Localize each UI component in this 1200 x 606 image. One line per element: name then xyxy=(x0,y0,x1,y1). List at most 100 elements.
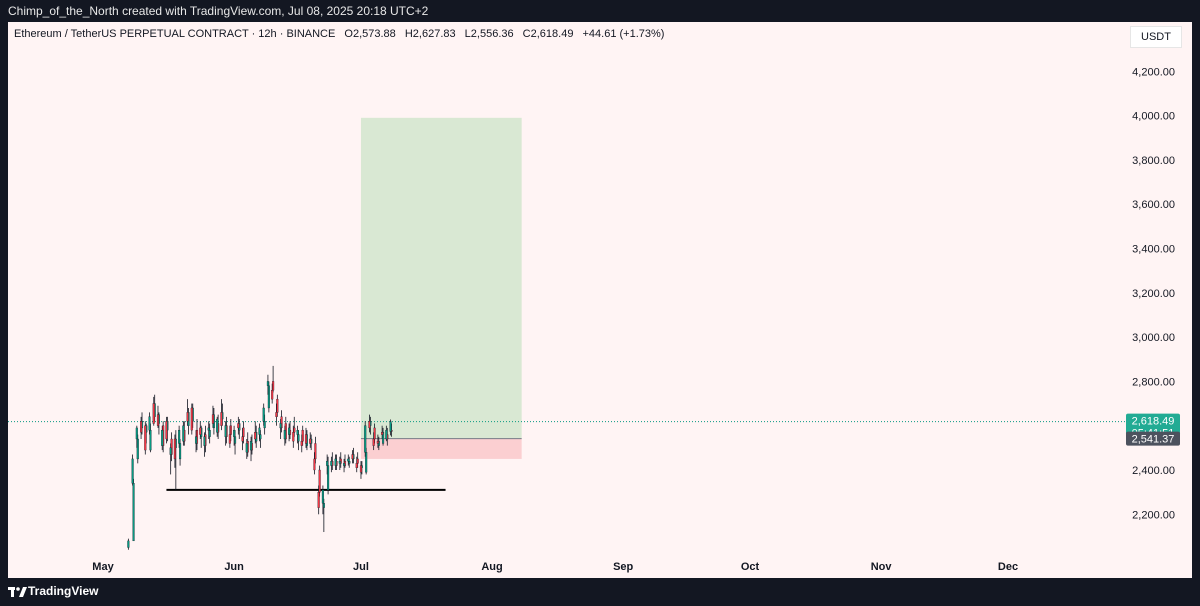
candle-down xyxy=(309,438,312,444)
y-tick-label: 2,200.00 xyxy=(1132,509,1175,521)
candle-down xyxy=(372,438,375,446)
y-tick-label: 3,600.00 xyxy=(1132,199,1175,211)
candle-down xyxy=(275,412,278,417)
candle-up xyxy=(364,425,367,453)
candle-up xyxy=(262,407,265,422)
candle-up xyxy=(135,427,138,440)
y-tick-label: 2,400.00 xyxy=(1132,465,1175,477)
candle-down xyxy=(144,425,147,451)
candle-down xyxy=(220,412,223,426)
candle-up xyxy=(296,429,299,435)
y-tick-label: 4,000.00 xyxy=(1132,111,1175,123)
y-tick-label: 2,800.00 xyxy=(1132,376,1175,388)
x-tick-label: Jul xyxy=(353,561,369,573)
price-chart[interactable]: 2,200.002,400.002,600.002,800.003,000.00… xyxy=(8,22,1192,578)
candle-up xyxy=(389,421,392,432)
candle-down xyxy=(381,432,384,435)
candle-up xyxy=(249,441,253,451)
candle-up xyxy=(207,427,210,431)
candle-down xyxy=(376,441,379,444)
y-tick-label: 3,400.00 xyxy=(1132,244,1175,256)
candle-up xyxy=(266,381,269,386)
candle-up xyxy=(347,458,350,462)
entry-price-label: 2,541.37 xyxy=(1132,434,1175,446)
ohlc-open: O2,573.88 xyxy=(344,28,396,40)
y-tick-label: 3,800.00 xyxy=(1132,155,1175,167)
candle-up xyxy=(288,427,291,435)
candle-up xyxy=(334,458,337,466)
candle-up xyxy=(127,540,130,548)
candle-down xyxy=(237,423,240,429)
candle-up xyxy=(169,447,172,455)
candle-up xyxy=(326,460,329,466)
candle-up xyxy=(283,429,286,440)
x-tick-label: Sep xyxy=(613,561,633,573)
candle-down xyxy=(152,403,155,424)
candle-down xyxy=(241,436,244,442)
candle-up xyxy=(131,458,134,484)
candle-up xyxy=(178,429,181,444)
symbol-legend: Ethereum / TetherUS PERPETUAL CONTRACT ·… xyxy=(14,28,670,40)
candle-down xyxy=(165,421,168,440)
candle-up xyxy=(148,416,151,431)
tradingview-logo-icon xyxy=(8,587,27,597)
symbol-name: Ethereum / TetherUS PERPETUAL CONTRACT ·… xyxy=(14,28,336,40)
candle-up xyxy=(321,489,324,504)
candle-up xyxy=(245,443,248,453)
candle-up xyxy=(194,436,198,444)
ohlc-close: C2,618.49 xyxy=(522,28,574,40)
candle-up xyxy=(161,429,164,446)
candle-up xyxy=(182,425,185,442)
candle-down xyxy=(313,458,316,471)
ohlc-change: +44.61 (+1.73%) xyxy=(582,28,665,40)
x-tick-label: Oct xyxy=(741,561,760,573)
x-tick-label: Jun xyxy=(224,561,244,573)
chart-panel[interactable]: 2,200.002,400.002,600.002,800.003,000.00… xyxy=(8,22,1192,578)
candle-down xyxy=(304,434,308,444)
candle-down xyxy=(211,414,215,424)
candle-down xyxy=(317,491,320,508)
candle-down xyxy=(368,421,371,429)
currency-button[interactable]: USDT xyxy=(1130,26,1182,48)
candle-up xyxy=(338,460,341,464)
candle-down xyxy=(351,454,354,460)
y-tick-label: 4,200.00 xyxy=(1132,66,1175,78)
candle-down xyxy=(359,465,363,473)
candle-down xyxy=(271,390,274,400)
last-price-label: 2,618.49 xyxy=(1132,416,1175,428)
candle-down xyxy=(140,421,143,433)
candle-down xyxy=(173,438,176,460)
candle-up xyxy=(233,429,236,437)
x-tick-label: Nov xyxy=(871,561,893,573)
footer-bar: TradingView xyxy=(0,578,1200,606)
ohlc-high: H2,627.83 xyxy=(404,28,456,40)
y-tick-label: 3,000.00 xyxy=(1132,332,1175,344)
x-tick-label: Dec xyxy=(998,561,1018,573)
candle-up xyxy=(216,418,219,433)
y-tick-label: 3,200.00 xyxy=(1132,288,1175,300)
candle-up xyxy=(330,460,333,466)
chart-credit: Chimp_of_the_North created with TradingV… xyxy=(8,4,429,18)
candle-up xyxy=(203,436,206,446)
candle-up xyxy=(343,463,346,466)
ohlc-low: L2,556.36 xyxy=(464,28,514,40)
candle-up xyxy=(132,483,135,542)
entry-price-badge xyxy=(1126,431,1180,446)
profit-zone xyxy=(360,117,522,439)
candle-up xyxy=(258,427,261,435)
footer-brand: TradingView xyxy=(28,584,99,598)
candle-up xyxy=(385,429,388,440)
x-tick-label: Aug xyxy=(481,561,502,573)
loss-zone xyxy=(360,438,522,459)
candle-down xyxy=(156,414,160,426)
candle-up xyxy=(279,423,282,429)
candle-down xyxy=(292,432,295,442)
candle-down xyxy=(199,427,202,435)
candle-up xyxy=(224,425,227,437)
x-tick-label: May xyxy=(92,561,114,573)
candle-down xyxy=(190,407,193,431)
candle-down xyxy=(254,432,257,440)
candle-down xyxy=(228,434,231,444)
header-bar: Chimp_of_the_North created with TradingV… xyxy=(0,0,1200,22)
candle-down xyxy=(186,412,189,422)
